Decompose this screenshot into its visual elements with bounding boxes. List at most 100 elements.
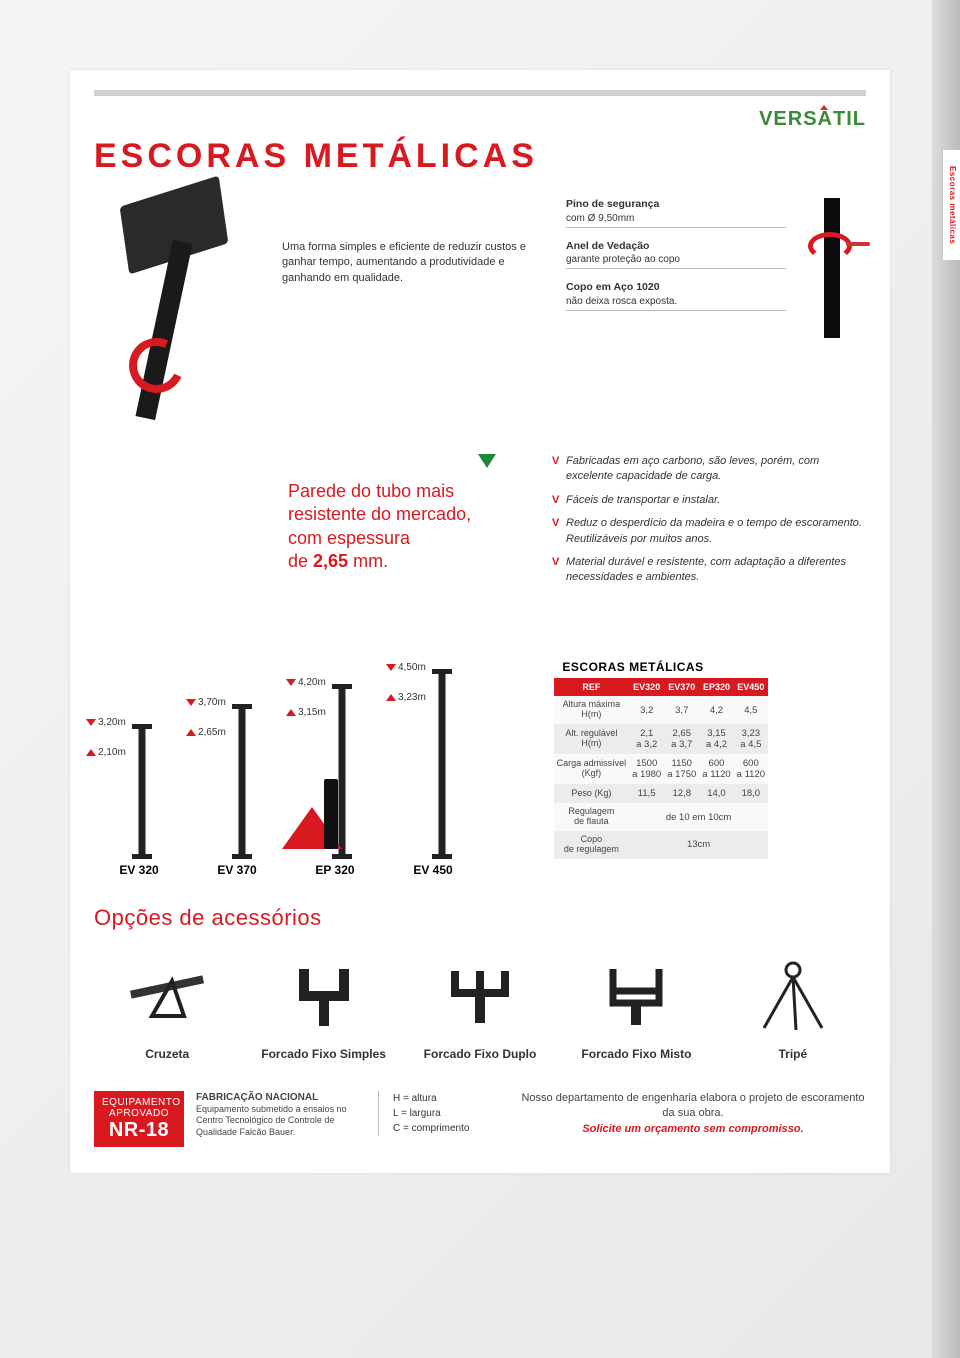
fab-text: Equipamento submetido a ensaios no Centr… [196, 1104, 347, 1137]
bullet-2: Reduz o desperdício da madeira e o tempo… [552, 516, 866, 547]
highlight-box: Parede do tubo mais resistente do mercad… [288, 472, 528, 582]
callout-ring-desc: garante proteção ao copo [566, 254, 680, 265]
row-span: 13cm [629, 831, 768, 859]
cell: 2,1 a 3,2 [629, 724, 664, 754]
callout-ring-title: Anel de Vedação [566, 240, 786, 254]
cell: 12,8 [664, 784, 699, 803]
accessory-cruzeta: Cruzeta [94, 951, 240, 1061]
cell: 3,23 a 4,5 [734, 724, 768, 754]
legend: H = altura L = largura C = comprimento [378, 1091, 508, 1136]
side-tab: Escoras metálicas [942, 150, 960, 260]
accessory-forcado-fixo-misto: Forcado Fixo Misto [563, 951, 709, 1061]
th-EP320: EP320 [699, 678, 733, 696]
props-row: 3,20m2,10m3,70m2,65m4,20m3,15m4,50m3,23m… [70, 614, 890, 863]
engineering-note: Nosso departamento de engenharia elabora… [520, 1091, 866, 1137]
th-EV370: EV370 [664, 678, 699, 696]
row-label: Regulagem de flauta [554, 803, 630, 831]
legend-l: L = largura [393, 1106, 508, 1121]
intro-text: Uma forma simples e eficiente de reduzir… [282, 190, 548, 286]
accessory-label: Forcado Fixo Misto [563, 1047, 709, 1061]
legend-h: H = altura [393, 1091, 508, 1106]
hl4b: 2,65 [313, 551, 348, 571]
prop-EV320: 3,20m2,10m [94, 699, 190, 859]
row-label: Altura máxima H(m) [554, 696, 630, 724]
accessory-label: Forcado Fixo Duplo [407, 1047, 553, 1061]
mini-product-image [796, 198, 866, 323]
table-row: Alt. regulável H(m)2,1 a 3,22,65 a 3,73,… [554, 724, 768, 754]
highlight-spacer [94, 454, 264, 594]
highlight-row: Parede do tubo mais resistente do mercad… [70, 414, 890, 614]
accessory-forcado-fixo-simples: Forcado Fixo Simples [250, 951, 396, 1061]
legend-c: C = comprimento [393, 1121, 508, 1136]
badge-l2: APROVADO [102, 1108, 176, 1119]
accessories-title: Opções de acessórios [94, 905, 866, 931]
accessory-icon [250, 951, 396, 1041]
cell: 1500 a 1980 [629, 754, 664, 784]
table-row: Peso (Kg)11,512,814,018,0 [554, 784, 768, 803]
hl1: Parede do tubo mais [288, 481, 454, 501]
hero-product-image [94, 190, 264, 410]
accessory-forcado-fixo-duplo: Forcado Fixo Duplo [407, 951, 553, 1061]
prop-name-EV320: EV 320 [94, 863, 184, 877]
callout-pin: Pino de segurança com Ø 9,50mm [566, 198, 786, 228]
callout-pin-desc: com Ø 9,50mm [566, 213, 634, 224]
accessories-row: Cruzeta Forcado Fixo Simples Forcado Fixo … [94, 951, 866, 1061]
accessory-label: Tripé [720, 1047, 866, 1061]
hl2: resistente do mercado, [288, 504, 471, 524]
callout-cup-title: Copo em Aço 1020 [566, 281, 786, 295]
prop-EV450: 4,50m3,23m [394, 644, 490, 859]
spec-table-title: ESCORAS METÁLICAS [498, 656, 768, 678]
highlight-box-wrap: Parede do tubo mais resistente do mercad… [288, 454, 528, 594]
table-row: Copo de regulagem13cm [554, 831, 768, 859]
brand-til: TIL [833, 108, 866, 130]
cell: 3,2 [629, 696, 664, 724]
prop-name-EV370: EV 370 [192, 863, 282, 877]
props-graphics: 3,20m2,10m3,70m2,65m4,20m3,15m4,50m3,23m [94, 644, 490, 859]
brand-logo: VERSATIL [759, 108, 866, 131]
cell: 3,15 a 4,2 [699, 724, 733, 754]
table-row: Carga admissível (Kgf)1500 a 19801150 a … [554, 754, 768, 784]
spec-table: REFEV320EV370EP320EV450Altura máxima H(m… [554, 678, 768, 858]
row-span: de 10 em 10cm [629, 803, 768, 831]
th-EV450: EV450 [734, 678, 768, 696]
cell: 14,0 [699, 784, 733, 803]
triangle-down-icon [478, 454, 496, 468]
callout-cup-desc: não deixa rosca exposta. [566, 296, 677, 307]
brand-row: VERSATIL [70, 96, 890, 131]
bullet-0: Fabricadas em aço carbono, são leves, po… [552, 454, 866, 485]
row-label: Copo de regulagem [554, 831, 630, 859]
page-title: ESCORAS METÁLICAS [70, 131, 890, 186]
badge-l3: NR-18 [102, 1119, 176, 1141]
callout-pin-title: Pino de segurança [566, 198, 786, 212]
cell: 4,2 [699, 696, 733, 724]
prop-EP320: 4,20m3,15m [294, 659, 390, 859]
eng1: Nosso departamento de engenharia elabora… [520, 1091, 866, 1122]
cell: 1150 a 1750 [664, 754, 699, 784]
prop-name-EP320: EP 320 [290, 863, 380, 877]
accessory-icon [563, 951, 709, 1041]
cell: 2,65 a 3,7 [664, 724, 699, 754]
hero: Uma forma simples e eficiente de reduzir… [70, 186, 890, 414]
accessory-icon [407, 951, 553, 1041]
accessories: Opções de acessórios Cruzeta Forcado Fixo… [70, 893, 890, 1073]
prop-names-row: EV 320EV 370EP 320EV 450 [70, 863, 890, 893]
footer: EQUIPAMENTO APROVADO NR-18 FABRICAÇÃO NA… [70, 1073, 890, 1173]
cell: 600 a 1120 [699, 754, 733, 784]
bullets-list: Fabricadas em aço carbono, são leves, po… [552, 454, 866, 594]
fabrication-note: FABRICAÇÃO NACIONAL Equipamento submetid… [196, 1091, 366, 1139]
accessory-tripé: Tripé [720, 951, 866, 1061]
spec-table-wrap: ESCORAS METÁLICAS REFEV320EV370EP320EV45… [498, 656, 768, 858]
table-row: Regulagem de flautade 10 em 10cm [554, 803, 768, 831]
cell: 4,5 [734, 696, 768, 724]
cell: 600 a 1120 [734, 754, 768, 784]
row-label: Peso (Kg) [554, 784, 630, 803]
callout-cup: Copo em Aço 1020 não deixa rosca exposta… [566, 281, 786, 311]
accessory-label: Forcado Fixo Simples [250, 1047, 396, 1061]
hl4a: de [288, 551, 313, 571]
accessory-icon [94, 951, 240, 1041]
prop-EV370: 3,70m2,65m [194, 679, 290, 859]
hl3: com espessura [288, 528, 410, 548]
badge-l1: EQUIPAMENTO [102, 1097, 176, 1108]
cell: 3,7 [664, 696, 699, 724]
row-label: Alt. regulável H(m) [554, 724, 630, 754]
